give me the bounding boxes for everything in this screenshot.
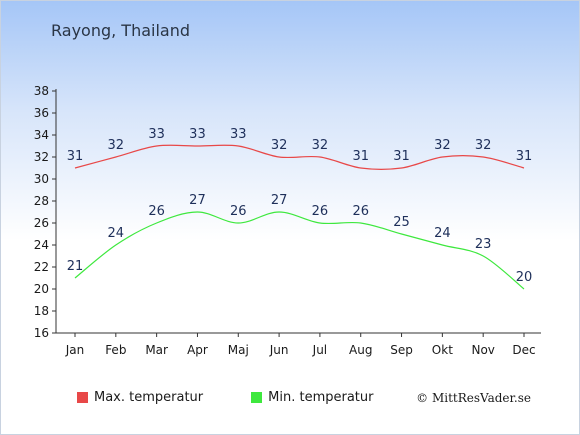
data-label-min-Feb: 24 <box>108 226 125 241</box>
legend-item-max: Max. temperatur <box>77 390 203 405</box>
y-tick-label-18: 18 <box>34 304 49 318</box>
x-tick-label-Mar: Mar <box>145 343 168 357</box>
x-tick-label-Jun: Jun <box>269 343 289 357</box>
data-label-max-Nov: 32 <box>475 138 492 153</box>
data-label-min-Maj: 26 <box>230 204 247 219</box>
data-label-max-Apr: 33 <box>189 127 206 142</box>
x-tick-label-Maj: Maj <box>228 343 249 357</box>
data-label-max-Okt: 32 <box>434 138 451 153</box>
y-tick-label-32: 32 <box>34 150 49 164</box>
y-tick-label-30: 30 <box>34 172 49 186</box>
y-tick-label-38: 38 <box>34 84 49 98</box>
data-label-max-Aug: 31 <box>352 149 369 164</box>
x-tick-label-Dec: Dec <box>512 343 535 357</box>
y-tick-label-36: 36 <box>34 106 49 120</box>
legend-swatch-max <box>77 392 88 403</box>
x-tick-label-Okt: Okt <box>432 343 453 357</box>
data-label-min-Jun: 27 <box>271 193 288 208</box>
data-label-min-Jul: 26 <box>312 204 329 219</box>
data-label-max-Dec: 31 <box>516 149 533 164</box>
data-label-max-Feb: 32 <box>108 138 125 153</box>
x-tick-label-Aug: Aug <box>349 343 372 357</box>
data-label-min-Nov: 23 <box>475 237 492 252</box>
data-label-max-Sep: 31 <box>393 149 410 164</box>
x-tick-label-Jul: Jul <box>312 343 327 357</box>
data-label-min-Mar: 26 <box>148 204 165 219</box>
data-label-min-Sep: 25 <box>393 215 410 230</box>
series-line-min <box>75 212 524 289</box>
x-tick-label-Nov: Nov <box>471 343 494 357</box>
legend-item-min: Min. temperatur <box>251 390 373 405</box>
legend-label-max: Max. temperatur <box>94 390 203 405</box>
data-label-max-Jan: 31 <box>67 149 84 164</box>
data-label-min-Jan: 21 <box>67 259 84 274</box>
data-label-min-Aug: 26 <box>352 204 369 219</box>
series-line-max <box>75 145 524 169</box>
x-tick-label-Feb: Feb <box>105 343 126 357</box>
legend-swatch-min <box>251 392 262 403</box>
x-tick-label-Jan: Jan <box>65 343 85 357</box>
data-label-max-Maj: 33 <box>230 127 247 142</box>
x-tick-label-Sep: Sep <box>390 343 413 357</box>
site-credit: © MittResVader.se <box>416 391 531 405</box>
y-tick-label-34: 34 <box>34 128 49 142</box>
x-tick-label-Apr: Apr <box>187 343 208 357</box>
y-tick-label-28: 28 <box>34 194 49 208</box>
data-label-max-Mar: 33 <box>148 127 165 142</box>
data-label-min-Okt: 24 <box>434 226 451 241</box>
data-label-min-Apr: 27 <box>189 193 206 208</box>
y-tick-label-20: 20 <box>34 282 49 296</box>
data-label-max-Jun: 32 <box>271 138 288 153</box>
y-tick-label-22: 22 <box>34 260 49 274</box>
y-tick-label-16: 16 <box>34 326 49 340</box>
y-tick-label-24: 24 <box>34 238 49 252</box>
legend: Max. temperatur Min. temperatur <box>77 390 422 405</box>
data-label-min-Dec: 20 <box>516 270 533 285</box>
y-tick-label-26: 26 <box>34 216 49 230</box>
legend-label-min: Min. temperatur <box>268 390 373 405</box>
data-label-max-Jul: 32 <box>312 138 329 153</box>
